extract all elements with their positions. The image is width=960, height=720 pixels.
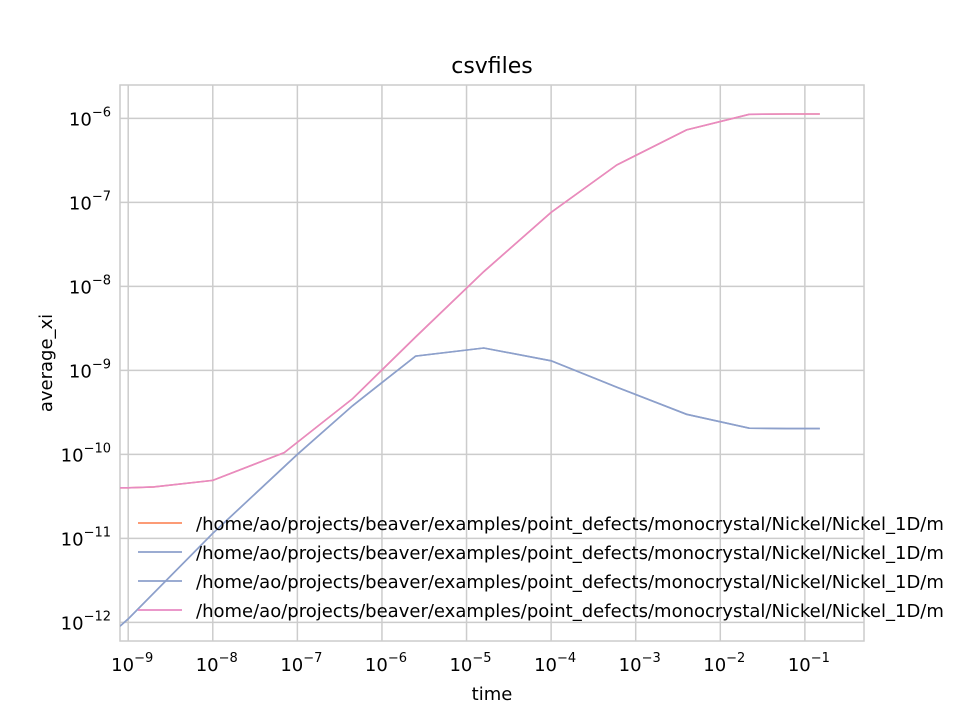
grid-lines — [120, 85, 864, 641]
tick-exponent: −8 — [92, 273, 111, 288]
tick-exponent: −9 — [134, 651, 153, 666]
y-tick-label: 10−9 — [69, 357, 111, 382]
tick-base: 10 — [280, 655, 303, 676]
series-line-4 — [120, 113, 820, 489]
tick-base: 10 — [61, 613, 84, 634]
x-tick-label: 10−3 — [619, 651, 661, 676]
x-tick-label: 10−6 — [365, 651, 407, 676]
series-lines — [120, 113, 820, 627]
tick-exponent: −9 — [92, 357, 111, 372]
x-tick-label: 10−7 — [280, 651, 322, 676]
legend-label-4: /home/ao/projects/beaver/examples/point_… — [196, 601, 944, 622]
legend-label-1: /home/ao/projects/beaver/examples/point_… — [196, 514, 944, 535]
tick-base: 10 — [111, 655, 134, 676]
tick-base: 10 — [69, 277, 92, 298]
tick-exponent: −11 — [84, 525, 111, 540]
tick-exponent: −4 — [557, 651, 576, 666]
tick-base: 10 — [788, 655, 811, 676]
legend-label-3: /home/ao/projects/beaver/examples/point_… — [196, 572, 944, 593]
tick-exponent: −6 — [388, 651, 407, 666]
tick-base: 10 — [69, 361, 92, 382]
x-tick-label: 10−9 — [111, 651, 153, 676]
chart-title: csvfiles — [451, 54, 533, 79]
plot-frame — [119, 84, 865, 642]
y-tick-label: 10−6 — [69, 105, 111, 130]
tick-exponent: −1 — [811, 651, 830, 666]
legend: /home/ao/projects/beaver/examples/point_… — [138, 514, 944, 622]
legend-label-2: /home/ao/projects/beaver/examples/point_… — [196, 543, 944, 564]
y-tick-label: 10−12 — [61, 609, 111, 634]
series-line-1 — [120, 113, 820, 489]
x-tick-label: 10−5 — [449, 651, 491, 676]
tick-base: 10 — [61, 529, 84, 550]
tick-base: 10 — [69, 109, 92, 130]
x-tick-label: 10−2 — [703, 651, 745, 676]
tick-exponent: −8 — [219, 651, 238, 666]
tick-base: 10 — [69, 193, 92, 214]
tick-exponent: −7 — [303, 651, 322, 666]
tick-base: 10 — [196, 655, 219, 676]
tick-base: 10 — [449, 655, 472, 676]
tick-exponent: −12 — [84, 609, 111, 624]
tick-base: 10 — [703, 655, 726, 676]
tick-base: 10 — [61, 445, 84, 466]
y-tick-label: 10−8 — [69, 273, 111, 298]
y-tick-label: 10−7 — [69, 189, 111, 214]
x-axis-label: time — [472, 684, 513, 705]
y-tick-label: 10−10 — [61, 441, 111, 466]
tick-base: 10 — [534, 655, 557, 676]
tick-base: 10 — [619, 655, 642, 676]
x-tick-label: 10−4 — [534, 651, 576, 676]
tick-exponent: −6 — [92, 105, 111, 120]
series-line-3 — [120, 347, 820, 627]
tick-exponent: −3 — [642, 651, 661, 666]
y-axis-label: average_xi — [36, 314, 57, 412]
tick-base: 10 — [365, 655, 388, 676]
tick-exponent: −10 — [84, 441, 111, 456]
x-tick-labels: 10−9 10−8 10−7 10−6 10−5 10−4 10−3 10−2 10−1 — [111, 651, 830, 676]
tick-exponent: −5 — [472, 651, 491, 666]
y-tick-label: 10−11 — [61, 525, 111, 550]
tick-exponent: −2 — [726, 651, 745, 666]
tick-exponent: −7 — [92, 189, 111, 204]
x-tick-label: 10−8 — [196, 651, 238, 676]
x-tick-label: 10−1 — [788, 651, 830, 676]
